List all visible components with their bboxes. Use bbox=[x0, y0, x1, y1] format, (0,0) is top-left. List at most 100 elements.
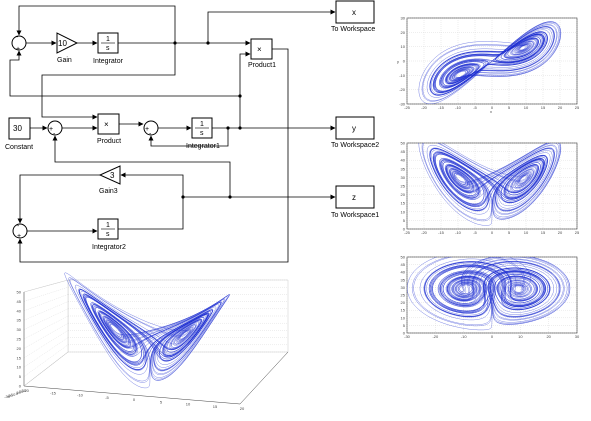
sum1-sign-bottom: + bbox=[16, 46, 20, 53]
integrator-block[interactable]: 1 s bbox=[97, 32, 119, 54]
product-symbol: × bbox=[104, 120, 109, 129]
3d-ztick: 35 bbox=[17, 318, 22, 323]
integrator2-label: Integrator2 bbox=[92, 244, 126, 251]
xz-xtick: -10 bbox=[455, 230, 462, 235]
xz-ytick: 40 bbox=[401, 158, 406, 163]
xz-xtick: 10 bbox=[524, 230, 529, 235]
xz-ytick: 30 bbox=[401, 175, 406, 180]
3d-xtick: 0 bbox=[133, 397, 136, 402]
integrator1-num: 1 bbox=[200, 121, 204, 128]
yz-xtick: 20 bbox=[546, 334, 551, 339]
xz-xtick: -5 bbox=[473, 230, 477, 235]
xz-xtick: 20 bbox=[558, 230, 563, 235]
yz-ytick: 20 bbox=[401, 300, 406, 305]
xy-xtick: -5 bbox=[473, 105, 477, 110]
yz-ytick: 40 bbox=[401, 270, 406, 275]
to-workspace-x-block[interactable]: x bbox=[335, 0, 375, 24]
to-workspace-x-var: x bbox=[352, 8, 356, 17]
xy-xlabel: x bbox=[490, 109, 492, 114]
product1-label: Product1 bbox=[248, 62, 276, 69]
xy-plot: 30 20 10 0 -10 -20 -30 -25 -20 -15 -10 -5 0 5 10 15 20 2… bbox=[397, 16, 580, 115]
yz-ytick: 25 bbox=[401, 293, 406, 298]
3d-ztick: 45 bbox=[17, 299, 22, 304]
3d-xtick: -5 bbox=[105, 395, 109, 400]
integrator2-den: s bbox=[106, 231, 110, 238]
sum-block-1[interactable]: - + bbox=[11, 34, 27, 53]
sum2-sign-left: + bbox=[49, 126, 53, 133]
to-workspace-z-block[interactable]: z bbox=[335, 185, 375, 209]
3d-xtick: 20 bbox=[240, 406, 245, 411]
xz-trajectory bbox=[418, 143, 562, 226]
simulink-diagram: - + 10 Gain 1 s Integrator × Product1 x … bbox=[5, 0, 379, 263]
sum4-sign-bottom: + bbox=[17, 233, 21, 240]
sum-block-3[interactable]: + - bbox=[143, 120, 159, 138]
xz-ytick: 0 bbox=[403, 227, 406, 232]
integrator1-label: Integrator1 bbox=[186, 143, 220, 150]
signal-lines bbox=[9, 5, 336, 263]
xy-ytick: 0 bbox=[403, 59, 406, 64]
xz-xtick: -20 bbox=[421, 230, 428, 235]
yz-ytick: 5 bbox=[403, 323, 406, 328]
to-workspace-y-block[interactable]: y bbox=[335, 116, 375, 140]
integrator2-block[interactable]: 1 s bbox=[97, 218, 119, 240]
sum4-sign-top: - bbox=[17, 223, 20, 230]
xy-xtick: -15 bbox=[438, 105, 445, 110]
yz-xtick: -20 bbox=[432, 334, 439, 339]
xy-trajectory bbox=[418, 21, 562, 104]
gain3-block[interactable]: 3 bbox=[98, 165, 121, 185]
yz-trajectory bbox=[407, 257, 571, 331]
xz-xtick: 25 bbox=[575, 230, 580, 235]
sum-block-2[interactable]: + - bbox=[47, 120, 63, 138]
constant-block[interactable]: 30 bbox=[8, 117, 31, 140]
to-workspace-z-label: To Workspace1 bbox=[331, 212, 379, 219]
integrator2-num: 1 bbox=[106, 222, 110, 229]
product-block[interactable]: × bbox=[97, 113, 120, 135]
product1-block[interactable]: × bbox=[250, 38, 273, 60]
sum-block-4[interactable]: - + bbox=[12, 223, 28, 240]
xy-xtick: -10 bbox=[455, 105, 462, 110]
xz-xtick: -15 bbox=[438, 230, 445, 235]
xy-xtick: 0 bbox=[491, 105, 494, 110]
3d-trajectory bbox=[64, 272, 230, 389]
to-workspace-y-var: y bbox=[352, 124, 356, 133]
xz-ytick: 5 bbox=[403, 218, 406, 223]
xy-xtick: 25 bbox=[575, 105, 580, 110]
xy-ytick: -10 bbox=[399, 73, 406, 78]
integrator-num: 1 bbox=[106, 36, 110, 43]
xy-ylabel: y bbox=[397, 59, 399, 64]
xy-xtick: -25 bbox=[404, 105, 411, 110]
3d-ztick: 30 bbox=[17, 327, 22, 332]
xy-ytick: -20 bbox=[399, 87, 406, 92]
3d-ytick: 0 bbox=[16, 391, 19, 396]
3d-ytick: -20 bbox=[7, 393, 14, 398]
integrator1-block[interactable]: 1 s bbox=[191, 117, 213, 139]
yz-xtick: -30 bbox=[404, 334, 411, 339]
3d-ytick: -30 bbox=[4, 394, 11, 399]
to-workspace-x-label: To Workspace bbox=[331, 26, 375, 33]
3d-ytick: -10 bbox=[10, 392, 17, 397]
yz-ytick: 50 bbox=[401, 255, 406, 260]
gain-block[interactable]: 10 bbox=[56, 32, 79, 54]
integrator1-den: s bbox=[200, 130, 204, 137]
gain-value: 10 bbox=[58, 39, 67, 48]
3d-ztick: 0 bbox=[19, 384, 22, 389]
xy-ytick: 20 bbox=[401, 30, 406, 35]
to-workspace-z-var: z bbox=[352, 193, 356, 202]
3d-ytick: 20 bbox=[19, 389, 24, 394]
xz-xtick: 15 bbox=[541, 230, 546, 235]
3d-ztick: 10 bbox=[17, 365, 22, 370]
3d-xtick: 5 bbox=[160, 399, 163, 404]
3d-xtick: 10 bbox=[186, 402, 191, 407]
3d-ztick: 50 bbox=[17, 290, 22, 295]
xy-ytick: 30 bbox=[401, 16, 406, 21]
xz-ytick: 45 bbox=[401, 149, 406, 154]
3d-xtick: -20 bbox=[23, 388, 30, 393]
yz-xtick: 30 bbox=[575, 334, 580, 339]
integrator-label: Integrator bbox=[93, 58, 124, 65]
sum1-sign-top: - bbox=[16, 34, 19, 41]
3d-ztick: 25 bbox=[17, 337, 22, 342]
yz-ytick: 15 bbox=[401, 308, 406, 313]
